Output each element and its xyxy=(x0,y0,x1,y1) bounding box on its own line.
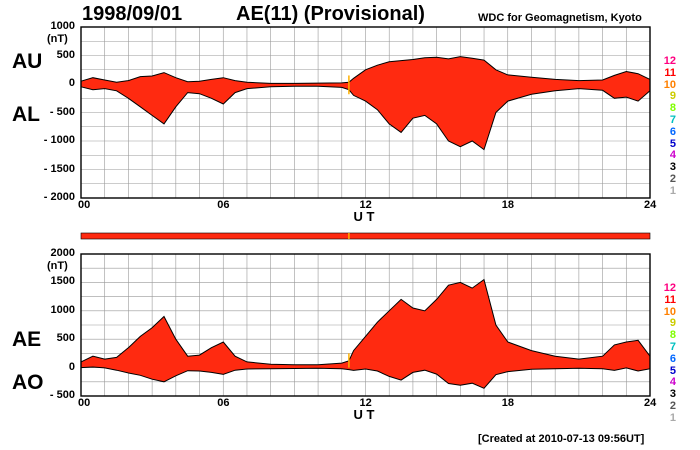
x-tick-label: 18 xyxy=(501,199,514,211)
y-tick-label: 0 xyxy=(68,360,75,373)
x-axis-title: U T xyxy=(353,407,375,422)
y-tick-label: 2000 xyxy=(50,247,75,259)
ao-axis-label: AO xyxy=(12,371,44,394)
x-tick-label: 12 xyxy=(359,397,372,409)
legend-station-number: 3 xyxy=(669,161,676,174)
y-tick-label: - 1500 xyxy=(43,162,75,175)
x-tick-label: 12 xyxy=(359,199,372,211)
series-ao-line xyxy=(80,366,651,389)
data-source: WDC for Geomagnetism, Kyoto xyxy=(478,12,642,24)
y-tick-label: 1500 xyxy=(50,275,75,288)
data-coverage-bar xyxy=(80,232,651,240)
x-axis-title: U T xyxy=(353,209,375,224)
legend-station-number: 6 xyxy=(669,352,676,365)
y-tick-label: 1000 xyxy=(50,20,75,32)
au-axis-label: AU xyxy=(12,50,43,73)
legend-station-number: 4 xyxy=(669,149,676,162)
unit-label: (nT) xyxy=(47,260,68,272)
legend-station-number: 9 xyxy=(669,317,676,330)
legend-station-number: 2 xyxy=(669,400,676,412)
x-tick-label: 06 xyxy=(217,199,230,211)
series-au-line xyxy=(80,56,651,84)
legend-station-number: 10 xyxy=(663,78,676,91)
legend-station-number: 12 xyxy=(663,55,676,67)
legend-station-number: 12 xyxy=(663,282,676,294)
au-al-filled-area xyxy=(81,56,650,150)
chart-date: 1998/09/01 xyxy=(82,3,183,25)
ae-ao-frame xyxy=(80,253,651,397)
y-tick-label: - 500 xyxy=(49,105,75,118)
y-tick-label: 500 xyxy=(56,332,75,345)
legend-station-number: 8 xyxy=(669,329,676,342)
ae-axis-label: AE xyxy=(12,328,42,351)
legend-station-number: 6 xyxy=(669,125,676,138)
unit-label: (nT) xyxy=(47,33,68,45)
legend-station-number: 3 xyxy=(669,388,676,401)
legend-station-number: 4 xyxy=(669,376,676,389)
x-tick-label: 24 xyxy=(644,397,657,409)
al-axis-label: AL xyxy=(12,103,40,126)
legend-station-number: 5 xyxy=(669,364,676,377)
x-tick-label: 18 xyxy=(501,397,514,409)
legend-station-number: 9 xyxy=(669,90,676,103)
series-ae-line xyxy=(80,278,651,366)
y-tick-label: - 2000 xyxy=(43,191,75,203)
y-tick-label: 0 xyxy=(68,77,75,89)
series-al-line xyxy=(80,85,651,151)
y-tick-label: 1000 xyxy=(50,303,75,316)
legend-station-number: 2 xyxy=(669,173,676,185)
legend-station-number: 1 xyxy=(669,184,676,197)
ae-ao-filled-area xyxy=(81,279,650,389)
x-tick-label: 06 xyxy=(217,397,230,409)
y-tick-label: - 1000 xyxy=(43,134,75,146)
y-tick-label: 500 xyxy=(56,48,75,61)
au-al-frame xyxy=(80,26,651,199)
legend-station-number: 10 xyxy=(663,305,676,318)
x-tick-label: 00 xyxy=(78,199,91,211)
legend-station-number: 11 xyxy=(664,293,676,306)
x-tick-label: 24 xyxy=(644,199,657,211)
legend-station-number: 1 xyxy=(669,411,676,424)
created-timestamp: [Created at 2010-07-13 09:56UT] xyxy=(478,433,645,445)
y-tick-label: - 500 xyxy=(49,389,75,401)
legend-station-number: 5 xyxy=(669,137,676,150)
legend-station-number: 7 xyxy=(669,114,676,126)
chart-title: AE(11) (Provisional) xyxy=(236,3,425,25)
legend-station-number: 8 xyxy=(669,102,676,115)
x-tick-label: 00 xyxy=(78,397,91,409)
legend-station-number: 11 xyxy=(664,66,676,79)
legend-station-number: 7 xyxy=(669,341,676,353)
